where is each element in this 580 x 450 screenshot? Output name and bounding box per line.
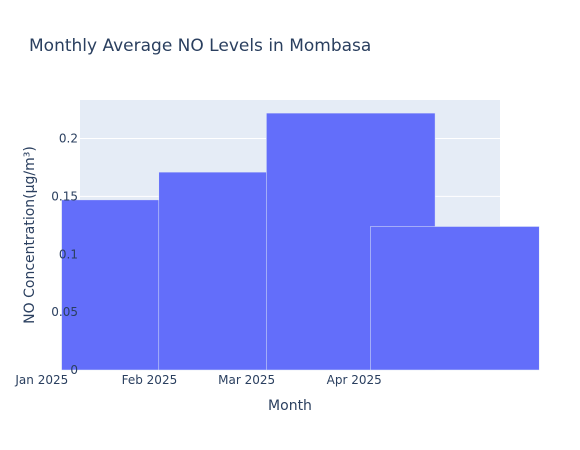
chart-title: Monthly Average NO Levels in Mombasa: [29, 36, 371, 56]
x-axis-title: Month: [268, 398, 312, 414]
y-tick-label: 0.05: [51, 305, 78, 319]
x-tick-label: Mar 2025: [218, 373, 275, 387]
y-tick-label: 0.2: [59, 132, 78, 146]
bar[interactable]: [370, 226, 540, 371]
y-axis-ticks: 0 0.05 0.1 0.15 0.2: [51, 132, 78, 377]
bars: [61, 112, 540, 371]
y-tick-label: 0: [70, 363, 78, 377]
x-tick-label: Feb 2025: [122, 373, 178, 387]
y-tick-label: 0.1: [59, 247, 78, 261]
y-tick-label: 0.15: [51, 189, 78, 203]
y-axis-title: NO Concentration(µg/m³): [22, 146, 38, 324]
x-tick-label: Apr 2025: [327, 373, 382, 387]
x-axis-ticks: Jan 2025 Feb 2025 Mar 2025 Apr 2025: [14, 373, 381, 387]
x-tick-label: Jan 2025: [14, 373, 68, 387]
